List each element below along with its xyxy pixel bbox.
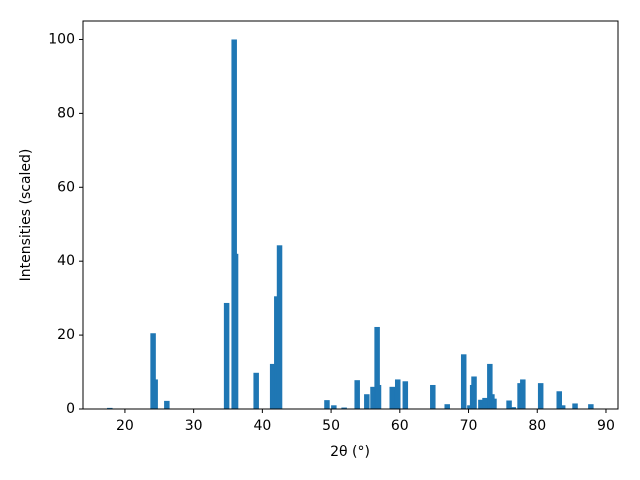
bar (471, 376, 477, 409)
y-tick-label: 100 (48, 31, 75, 47)
y-tick-label: 40 (57, 253, 75, 269)
bar (370, 386, 376, 409)
bar (374, 326, 380, 409)
bar (231, 39, 237, 409)
bar (506, 400, 512, 409)
bar (364, 394, 370, 409)
bar (152, 379, 158, 409)
bar (223, 302, 230, 409)
bar (460, 354, 467, 409)
bar (394, 379, 401, 409)
bar (491, 398, 497, 409)
bar (537, 383, 544, 409)
x-tick-label: 40 (253, 418, 271, 434)
x-axis-label: 2θ (°) (330, 444, 370, 460)
bar (430, 384, 436, 409)
x-tick-label: 50 (322, 418, 340, 434)
bar (482, 397, 488, 409)
bar (556, 391, 562, 409)
y-tick-label: 0 (66, 401, 75, 417)
y-tick-label: 60 (57, 179, 75, 195)
x-tick-label: 30 (185, 418, 203, 434)
bar (572, 403, 578, 409)
bar (478, 399, 484, 409)
bar (520, 379, 526, 409)
bar (341, 407, 347, 409)
bar (559, 405, 566, 409)
bar (354, 380, 360, 409)
y-axis-label: Intensities (scaled) (18, 149, 34, 282)
bar (232, 253, 239, 409)
plot-frame (82, 20, 619, 410)
bar (331, 405, 337, 409)
bar (588, 404, 594, 409)
bar (324, 400, 330, 409)
bar (444, 404, 450, 409)
x-tick-label: 80 (528, 418, 546, 434)
x-tick-label: 70 (460, 418, 478, 434)
y-tick-label: 20 (57, 327, 75, 343)
x-tick-label: 60 (391, 418, 409, 434)
bar (164, 400, 170, 409)
bar (107, 407, 113, 409)
bar (375, 384, 382, 409)
bar (150, 333, 156, 409)
x-tick-label: 90 (597, 418, 615, 434)
bar (389, 386, 395, 409)
bar (487, 363, 493, 409)
bar (276, 245, 283, 409)
x-tick-label: 20 (116, 418, 134, 434)
bar (253, 372, 259, 409)
bar (510, 407, 516, 409)
y-tick-label: 80 (57, 105, 75, 121)
bar (269, 363, 276, 409)
bar (402, 381, 409, 409)
